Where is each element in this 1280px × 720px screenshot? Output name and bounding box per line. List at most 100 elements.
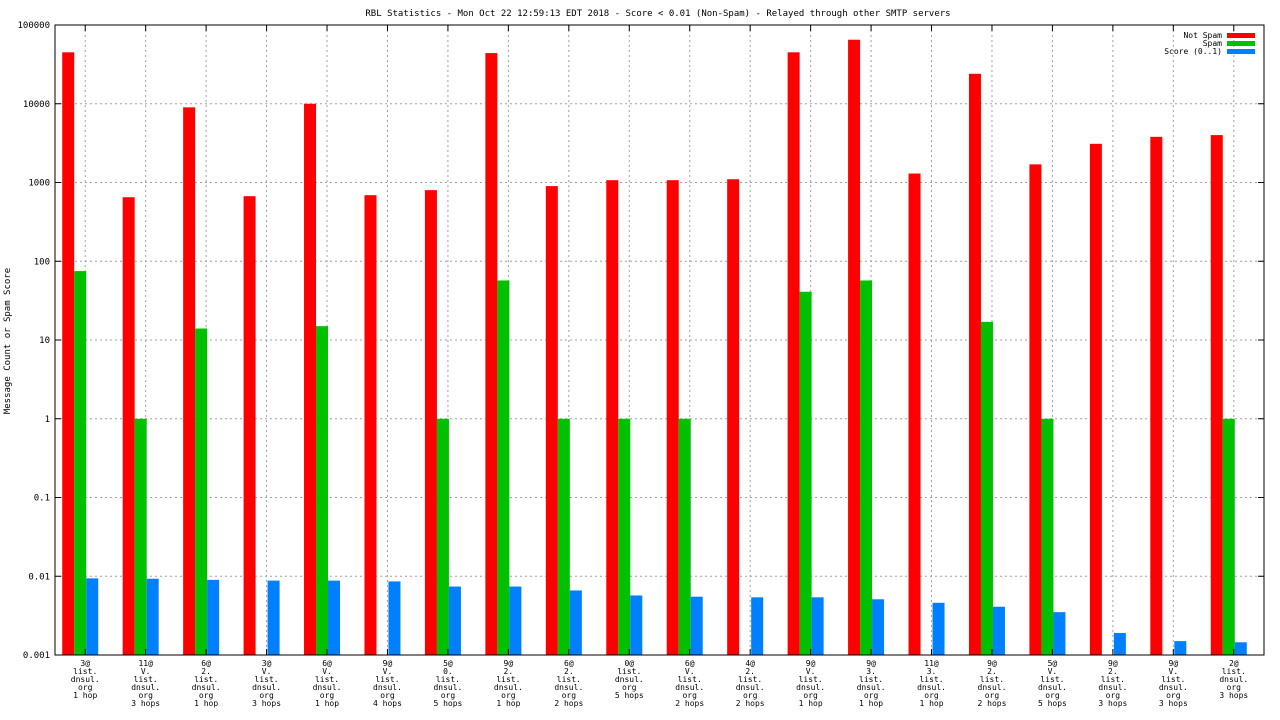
y-tick-label: 10 <box>39 336 50 346</box>
x-category-label-line: V. <box>383 667 393 676</box>
bar-not-spam <box>848 39 861 655</box>
x-category-label-line: org <box>320 691 335 700</box>
x-category-label-line: 1 hop <box>496 699 520 708</box>
x-category-label: 6@ 2. list. dnsul. org 1 hop <box>192 659 221 708</box>
x-category-label-line: 2. <box>201 667 211 676</box>
x-category-label-line: 2 hops <box>978 699 1007 708</box>
x-category-label-line: 2. <box>987 667 997 676</box>
legend-label: Score (0..1) <box>1164 47 1222 56</box>
x-category-label-line: dnsul. <box>1159 683 1188 692</box>
y-tick-label: 1000 <box>28 179 50 189</box>
bar-not-spam <box>666 180 679 655</box>
x-category-label-line: dnsul. <box>554 683 583 692</box>
legend-swatch <box>1227 41 1255 46</box>
x-category-label-line: dnsul. <box>71 675 100 684</box>
x-category-label-line: 5 hops <box>1038 699 1067 708</box>
legend-swatch <box>1227 33 1255 38</box>
x-category-label-line: dnsul. <box>1098 683 1127 692</box>
x-category-label-line: 5@ <box>1048 659 1058 668</box>
bar-not-spam <box>908 173 921 655</box>
x-category-label: 2@ list. dnsul. org 3 hops <box>1219 659 1248 700</box>
x-category-label-line: list. <box>255 675 279 684</box>
bar-score-0-1 <box>1234 642 1247 655</box>
x-category-label: 11@ 3. list. dnsul. org 1 hop <box>917 659 946 708</box>
x-category-label-line: dnsul. <box>373 683 402 692</box>
x-category-label-line: V. <box>262 667 272 676</box>
x-category-label-line: 3 hops <box>131 699 160 708</box>
bar-score-0-1 <box>207 579 220 655</box>
bar-score-0-1 <box>630 595 643 655</box>
x-category-label-line: dnsul. <box>433 683 462 692</box>
legend-swatch <box>1227 49 1255 54</box>
bar-not-spam <box>1210 135 1223 655</box>
x-category-label-line: 9@ <box>806 659 816 668</box>
bar-score-0-1 <box>146 578 159 655</box>
x-category-label: 4@ 2. list. dnsul. org 2 hops <box>736 659 765 708</box>
bar-score-0-1 <box>1113 633 1126 655</box>
bar-spam <box>316 326 329 655</box>
x-category-label-line: 5 hops <box>433 699 462 708</box>
x-category-label-line: 1 hop <box>859 699 883 708</box>
bar-spam <box>1222 418 1235 655</box>
x-category-label-line: list. <box>1222 667 1246 676</box>
bar-not-spam <box>1150 136 1163 655</box>
x-category-label-line: list. <box>557 675 581 684</box>
x-category-label-line: dnsul. <box>978 683 1007 692</box>
bar-spam <box>678 418 691 655</box>
bar-not-spam <box>787 52 800 656</box>
x-category-label-line: 9@ <box>504 659 514 668</box>
bar-score-0-1 <box>811 597 824 655</box>
bar-not-spam <box>62 52 75 656</box>
legend-label: Not Spam <box>1183 31 1222 40</box>
x-category-label-line: 9@ <box>383 659 393 668</box>
x-category-label-line: 3. <box>866 667 876 676</box>
x-category-label-line: org <box>803 691 818 700</box>
x-category-label-line: 2 hops <box>554 699 583 708</box>
x-category-label-line: 3 hops <box>1098 699 1127 708</box>
tick-labels: 0.001 0.01 0.1 1 10 100 1000 10000 100000 <box>17 21 50 661</box>
bar-spam <box>195 328 208 655</box>
x-category-label-line: 1 hop <box>194 699 218 708</box>
plot-border <box>54 24 1265 656</box>
x-category-label-line: 5@ <box>443 659 453 668</box>
x-category-label-line: 6@ <box>685 659 695 668</box>
x-category-label-line: dnsul. <box>131 683 160 692</box>
bar-not-spam <box>183 107 196 656</box>
x-category-label-line: 1 hop <box>73 691 97 700</box>
bar-not-spam <box>1089 143 1102 655</box>
x-category-label-line: 11@ <box>138 659 153 668</box>
bar-spam <box>436 418 449 655</box>
bar-not-spam <box>424 190 437 656</box>
x-category-label-line: list. <box>134 675 158 684</box>
x-category-label-line: V. <box>1048 667 1058 676</box>
x-category-label-line: dnsul. <box>796 683 825 692</box>
bar-score-0-1 <box>690 596 703 655</box>
x-category-label: 5@ V. list. dnsul. org 5 hops <box>1038 659 1067 708</box>
x-category-label-line: list. <box>1101 675 1125 684</box>
x-category-label: 0@ list. dnsul. org 5 hops <box>615 659 644 700</box>
x-category-label-line: 1 hop <box>315 699 339 708</box>
bar-spam <box>497 280 510 655</box>
x-category-label: 6@ 2. list. dnsul. org 2 hops <box>554 659 583 708</box>
x-category-label-line: V. <box>1169 667 1179 676</box>
grid <box>55 25 1264 655</box>
y-tick-label: 100000 <box>17 21 50 31</box>
bar-score-0-1 <box>872 599 885 655</box>
x-category-label: 6@ V. list. dnsul. org 2 hops <box>675 659 704 708</box>
x-category-label-line: org <box>78 683 93 692</box>
x-category-label-line: org <box>501 691 516 700</box>
x-category-label-line: V. <box>685 667 695 676</box>
x-category-label-line: 9@ <box>987 659 997 668</box>
x-category-label-line: dnsul. <box>857 683 886 692</box>
bar-score-0-1 <box>569 590 582 655</box>
x-category-label-line: 2. <box>564 667 574 676</box>
bar-not-spam <box>606 180 619 655</box>
bar-not-spam <box>545 186 558 656</box>
bar-not-spam <box>243 196 256 656</box>
axes <box>54 24 1265 656</box>
x-category-label: 9@ V. list. dnsul. org 3 hops <box>1159 659 1188 708</box>
x-category-label-line: org <box>864 691 879 700</box>
bar-spam <box>134 418 147 655</box>
bar-score-0-1 <box>388 581 401 655</box>
